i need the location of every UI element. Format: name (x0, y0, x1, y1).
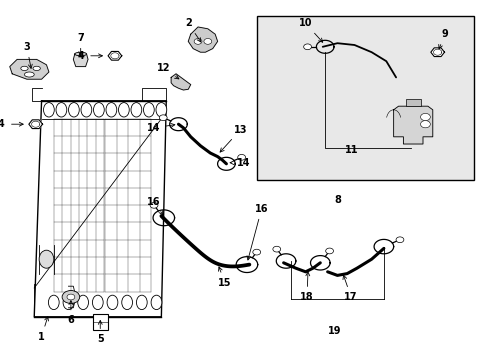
Polygon shape (10, 59, 49, 79)
Circle shape (420, 121, 429, 128)
Text: 10: 10 (298, 18, 322, 42)
Bar (93, 314, 107, 330)
Text: 16: 16 (246, 204, 268, 260)
Text: 8: 8 (333, 195, 340, 205)
Ellipse shape (151, 295, 162, 310)
Ellipse shape (78, 295, 88, 310)
Text: 4: 4 (77, 51, 84, 61)
Circle shape (237, 154, 245, 160)
Circle shape (194, 39, 202, 44)
Ellipse shape (118, 103, 129, 117)
Circle shape (159, 115, 167, 121)
Text: 7: 7 (77, 33, 84, 56)
Text: 14: 14 (147, 123, 174, 133)
Ellipse shape (39, 250, 54, 268)
Text: 11: 11 (345, 145, 358, 156)
Ellipse shape (20, 66, 28, 71)
Circle shape (252, 249, 260, 255)
Circle shape (272, 246, 280, 252)
Polygon shape (188, 27, 217, 52)
Polygon shape (34, 101, 166, 317)
Text: 9: 9 (438, 29, 447, 49)
Text: 17: 17 (342, 275, 357, 302)
Text: 12: 12 (157, 63, 179, 79)
Text: 19: 19 (327, 326, 341, 336)
Text: 3: 3 (23, 42, 32, 68)
Ellipse shape (136, 295, 147, 310)
Ellipse shape (56, 103, 67, 117)
Ellipse shape (63, 295, 74, 310)
Circle shape (203, 39, 211, 44)
Polygon shape (29, 120, 42, 129)
Ellipse shape (75, 52, 86, 56)
Text: 18: 18 (300, 272, 313, 302)
Polygon shape (73, 54, 88, 67)
Ellipse shape (48, 295, 59, 310)
Bar (405, 99, 420, 106)
Circle shape (150, 202, 158, 208)
Polygon shape (171, 74, 190, 90)
Ellipse shape (68, 103, 79, 117)
Circle shape (303, 44, 311, 50)
Circle shape (62, 291, 80, 303)
Ellipse shape (93, 103, 104, 117)
Circle shape (395, 237, 403, 243)
Text: 15: 15 (218, 267, 231, 288)
Polygon shape (430, 48, 444, 57)
Circle shape (420, 113, 429, 121)
Circle shape (67, 294, 75, 300)
Ellipse shape (156, 103, 166, 117)
Text: 14: 14 (230, 158, 250, 168)
Ellipse shape (92, 295, 103, 310)
Text: 5: 5 (97, 320, 103, 344)
Ellipse shape (33, 66, 40, 71)
Polygon shape (393, 106, 432, 144)
Bar (256, 16, 473, 180)
Text: 2: 2 (184, 18, 201, 42)
Text: 13: 13 (220, 125, 247, 152)
Ellipse shape (106, 103, 117, 117)
Text: 1: 1 (38, 317, 48, 342)
Ellipse shape (131, 103, 142, 117)
Circle shape (325, 248, 333, 254)
Ellipse shape (122, 295, 132, 310)
Text: 6: 6 (67, 301, 74, 325)
Ellipse shape (81, 103, 92, 117)
Polygon shape (108, 51, 122, 60)
Ellipse shape (143, 103, 154, 117)
Ellipse shape (43, 103, 54, 117)
Ellipse shape (107, 295, 118, 310)
Ellipse shape (24, 72, 34, 77)
Text: 16: 16 (147, 197, 163, 215)
Text: 4: 4 (0, 119, 5, 129)
